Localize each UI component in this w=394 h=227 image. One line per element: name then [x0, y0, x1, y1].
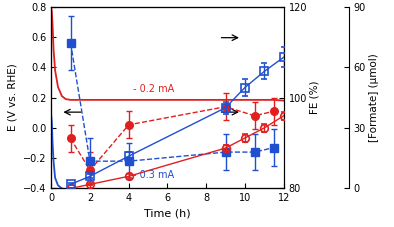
Y-axis label: FE (%): FE (%): [310, 81, 320, 114]
Text: - 0.3 mA: - 0.3 mA: [132, 170, 174, 180]
Y-axis label: [Formate] (μmol): [Formate] (μmol): [369, 53, 379, 142]
X-axis label: Time (h): Time (h): [144, 209, 191, 219]
Text: - 0.2 mA: - 0.2 mA: [132, 84, 174, 94]
Y-axis label: E (V vs. RHE): E (V vs. RHE): [7, 64, 17, 131]
